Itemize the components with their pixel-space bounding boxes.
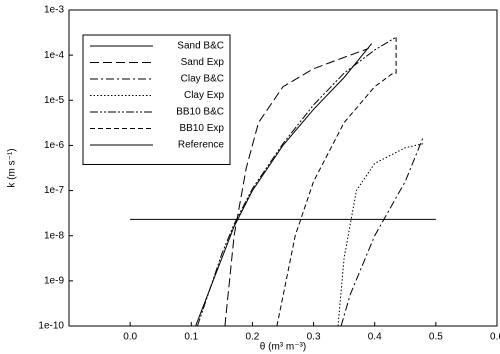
series-line xyxy=(340,136,425,327)
x-tick-label: 0.0 xyxy=(123,332,137,343)
x-axis-label: θ (m³ m⁻³) xyxy=(260,342,306,353)
x-tick-label: 0.5 xyxy=(429,332,443,343)
y-axis-label: k (m s⁻¹) xyxy=(7,148,18,187)
legend-box xyxy=(82,34,231,165)
y-tick-label: 1e-3 xyxy=(44,5,64,16)
y-tick-label: 1e-9 xyxy=(44,275,64,286)
legend-label: Sand B&C xyxy=(177,41,224,52)
x-tick-label: 0.6 xyxy=(490,332,500,343)
y-tick-label: 1e-7 xyxy=(44,185,64,196)
legend-label: Clay Exp xyxy=(184,90,224,101)
series-line xyxy=(337,143,424,327)
legend-label: Clay B&C xyxy=(181,74,224,85)
series-line xyxy=(224,48,369,327)
y-tick-label: 1e-10 xyxy=(38,321,64,332)
legend-label: BB10 B&C xyxy=(176,107,224,118)
y-tick-label: 1e-6 xyxy=(44,140,64,151)
y-tick-label: 1e-5 xyxy=(44,95,64,106)
legend-label: BB10 Exp xyxy=(180,123,225,134)
x-tick-label: 0.4 xyxy=(368,332,382,343)
x-tick-label: 0.2 xyxy=(245,332,259,343)
y-tick-label: 1e-8 xyxy=(44,230,64,241)
legend-label: Sand Exp xyxy=(181,57,225,68)
x-tick-label: 0.1 xyxy=(184,332,198,343)
legend-label: Reference xyxy=(178,140,225,151)
plot-frame xyxy=(68,9,498,327)
series-line xyxy=(195,43,373,327)
x-tick-label: 0.3 xyxy=(307,332,321,343)
y-tick-label: 1e-4 xyxy=(44,50,64,61)
series-line xyxy=(196,36,397,327)
